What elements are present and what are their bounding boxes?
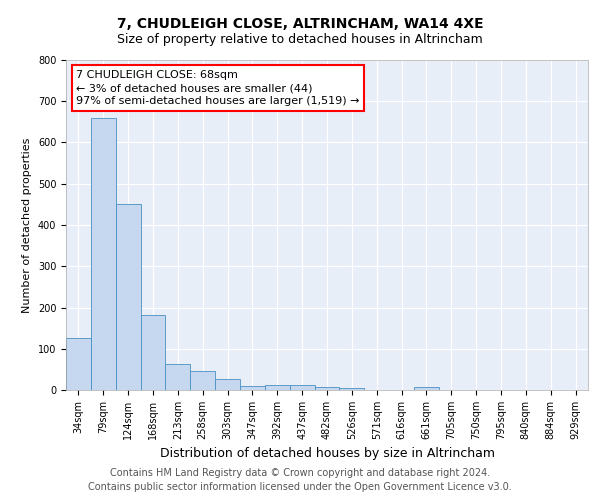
Bar (190, 370, 215, 390)
Text: 7, CHUDLEIGH CLOSE, ALTRINCHAM, WA14 4XE: 7, CHUDLEIGH CLOSE, ALTRINCHAM, WA14 4XE (116, 18, 484, 32)
Bar (414, 387, 439, 390)
Bar (265, 384, 290, 390)
Bar (116, 204, 140, 390)
Bar (66, 338, 91, 390)
Bar (166, 364, 190, 390)
Bar (290, 384, 314, 390)
Bar (314, 387, 340, 390)
Text: 7 CHUDLEIGH CLOSE: 68sqm
← 3% of detached houses are smaller (44)
97% of semi-de: 7 CHUDLEIGH CLOSE: 68sqm ← 3% of detache… (76, 70, 360, 106)
Bar (91, 118, 116, 390)
X-axis label: Distribution of detached houses by size in Altrincham: Distribution of detached houses by size … (160, 448, 494, 460)
Text: Contains HM Land Registry data © Crown copyright and database right 2024.
Contai: Contains HM Land Registry data © Crown c… (88, 468, 512, 492)
Bar (140, 314, 166, 390)
Y-axis label: Number of detached properties: Number of detached properties (22, 138, 32, 312)
Bar (240, 386, 265, 390)
Text: Size of property relative to detached houses in Altrincham: Size of property relative to detached ho… (117, 32, 483, 46)
Bar (215, 379, 240, 390)
Bar (340, 388, 364, 390)
